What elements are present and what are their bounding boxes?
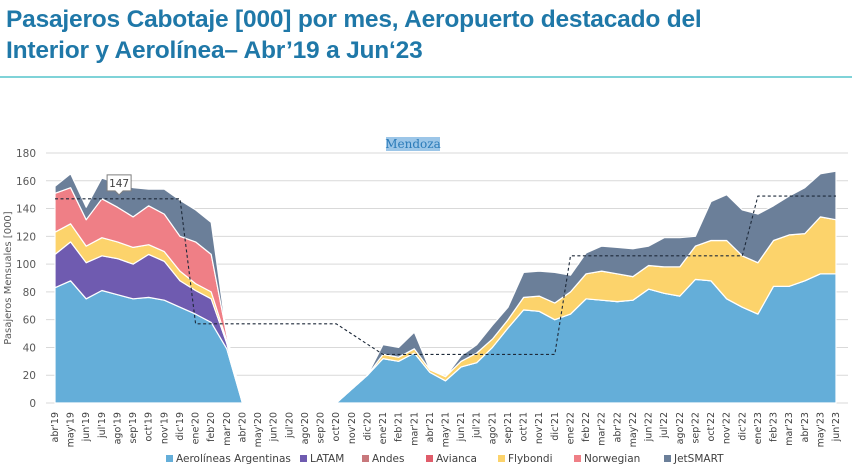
x-tick-label: ene'23 bbox=[753, 412, 764, 444]
x-tick-label: nov'21 bbox=[534, 412, 545, 444]
x-tick-label: sep'20 bbox=[316, 412, 327, 444]
x-tick-label: jun'23 bbox=[831, 412, 842, 442]
x-tick-label: dic'19 bbox=[175, 412, 186, 441]
x-tick-label: mar'21 bbox=[409, 412, 420, 446]
x-tick-label: abr'23 bbox=[800, 412, 811, 442]
x-tick-label: jun'22 bbox=[644, 412, 655, 442]
legend-label: Andes bbox=[372, 453, 404, 465]
y-tick-label: 40 bbox=[23, 342, 36, 354]
x-tick-label: sep'21 bbox=[503, 412, 514, 444]
x-tick-label: jun'21 bbox=[456, 412, 467, 442]
x-tick-label: jun'19 bbox=[81, 412, 92, 442]
x-tick-label: ago'19 bbox=[112, 412, 123, 444]
legend-label: Aerolíneas Argentinas bbox=[176, 453, 291, 465]
legend-swatch bbox=[166, 455, 173, 462]
chart-subtitle: Mendoza bbox=[385, 137, 441, 151]
legend-label: Avianca bbox=[436, 453, 477, 465]
x-tick-label: dic'22 bbox=[737, 412, 748, 441]
y-tick-label: 160 bbox=[16, 176, 36, 188]
x-tick-label: ene'21 bbox=[378, 412, 389, 444]
y-tick-label: 120 bbox=[16, 231, 36, 243]
x-tick-label: ago'22 bbox=[675, 412, 686, 444]
chart-subtitle-highlight bbox=[386, 137, 440, 151]
x-tick-label: ene'22 bbox=[565, 412, 576, 444]
area-jetsmart bbox=[54, 170, 837, 404]
legend-label: LATAM bbox=[310, 453, 344, 465]
x-tick-label: nov'19 bbox=[159, 412, 170, 444]
x-tick-label: feb'20 bbox=[206, 412, 217, 442]
x-tick-label: jul'20 bbox=[284, 412, 295, 439]
x-tick-label: oct'19 bbox=[144, 412, 155, 441]
x-tick-label: abr'22 bbox=[612, 412, 623, 442]
x-tick-label: oct'20 bbox=[331, 412, 342, 441]
x-tick-label: dic'20 bbox=[362, 412, 373, 441]
x-tick-label: may'19 bbox=[66, 412, 77, 447]
x-tick-label: jul'22 bbox=[659, 412, 670, 439]
x-tick-label: nov'20 bbox=[347, 412, 358, 444]
callout-box bbox=[106, 174, 132, 196]
x-tick-label: ene'20 bbox=[191, 412, 202, 444]
x-tick-label: feb'23 bbox=[769, 412, 780, 442]
legend: Aerolíneas Argentinas LATAM Andes Avianca Fl… bbox=[166, 453, 724, 465]
reference-line bbox=[55, 195, 836, 355]
y-tick-label: 0 bbox=[29, 398, 36, 410]
callout-label: 147 bbox=[109, 178, 129, 190]
y-tick-label: 80 bbox=[23, 287, 36, 299]
x-tick-label: abr'20 bbox=[237, 412, 248, 442]
title-divider bbox=[0, 76, 852, 78]
legend-label: Flybondi bbox=[508, 453, 553, 465]
x-tick-label: dic'21 bbox=[550, 412, 561, 441]
legend-swatch bbox=[362, 455, 369, 462]
x-tick-label: feb'21 bbox=[394, 412, 405, 442]
page-title: Pasajeros Cabotaje [000] por mes, Aeropu… bbox=[6, 4, 702, 66]
x-tick-label: jul'19 bbox=[97, 412, 108, 439]
x-tick-label: jul'21 bbox=[472, 412, 483, 439]
x-tick-label: feb'22 bbox=[581, 412, 592, 442]
title-line-2: Interior y Aerolínea– Abr’19 a Jun‘23 bbox=[6, 37, 423, 64]
y-tick-label: 180 bbox=[16, 148, 36, 160]
x-tick-label: oct'22 bbox=[706, 412, 717, 441]
x-tick-label: jun'20 bbox=[269, 412, 280, 442]
legend-swatch bbox=[664, 455, 671, 462]
legend-swatch bbox=[574, 455, 581, 462]
x-axis-ticks: abr'19 may'19 jun'19 jul'19 ago'19 sep'19 oct'… bbox=[50, 412, 842, 447]
x-tick-label: may'21 bbox=[441, 412, 452, 447]
y-tick-label: 140 bbox=[16, 204, 36, 216]
area-series bbox=[54, 170, 837, 404]
x-tick-label: mar'20 bbox=[222, 412, 233, 446]
legend-swatch bbox=[498, 455, 505, 462]
y-tick-label: 100 bbox=[16, 259, 36, 271]
reference-line-path bbox=[55, 195, 836, 355]
x-tick-label: abr'19 bbox=[50, 412, 61, 442]
y-tick-label: 60 bbox=[23, 315, 36, 327]
legend-swatch bbox=[300, 455, 307, 462]
legend-swatch bbox=[426, 455, 433, 462]
x-tick-label: nov'22 bbox=[722, 412, 733, 444]
x-tick-label: ago'21 bbox=[487, 412, 498, 444]
y-tick-label: 20 bbox=[23, 370, 36, 382]
x-tick-label: sep'22 bbox=[690, 412, 701, 444]
y-axis-label: Pasajeros Mensuales [000] bbox=[3, 211, 14, 344]
legend-label: JetSMART bbox=[673, 453, 724, 465]
x-tick-label: oct'21 bbox=[519, 412, 530, 441]
x-tick-label: may'23 bbox=[815, 412, 826, 447]
y-axis-ticks: 0 20 40 60 80 100 120 140 160 180 bbox=[16, 148, 36, 410]
x-tick-label: mar'23 bbox=[784, 412, 795, 446]
x-tick-label: abr'21 bbox=[425, 412, 436, 442]
legend-label: Norwegian bbox=[584, 453, 640, 465]
x-tick-label: sep'19 bbox=[128, 412, 139, 444]
annotations: 147 bbox=[106, 174, 132, 196]
title-line-1: Pasajeros Cabotaje [000] por mes, Aeropu… bbox=[6, 6, 702, 33]
x-tick-label: ago'20 bbox=[300, 412, 311, 444]
x-tick-label: may'22 bbox=[628, 412, 639, 447]
x-tick-label: mar'22 bbox=[597, 412, 608, 446]
x-tick-label: may'20 bbox=[253, 412, 264, 447]
